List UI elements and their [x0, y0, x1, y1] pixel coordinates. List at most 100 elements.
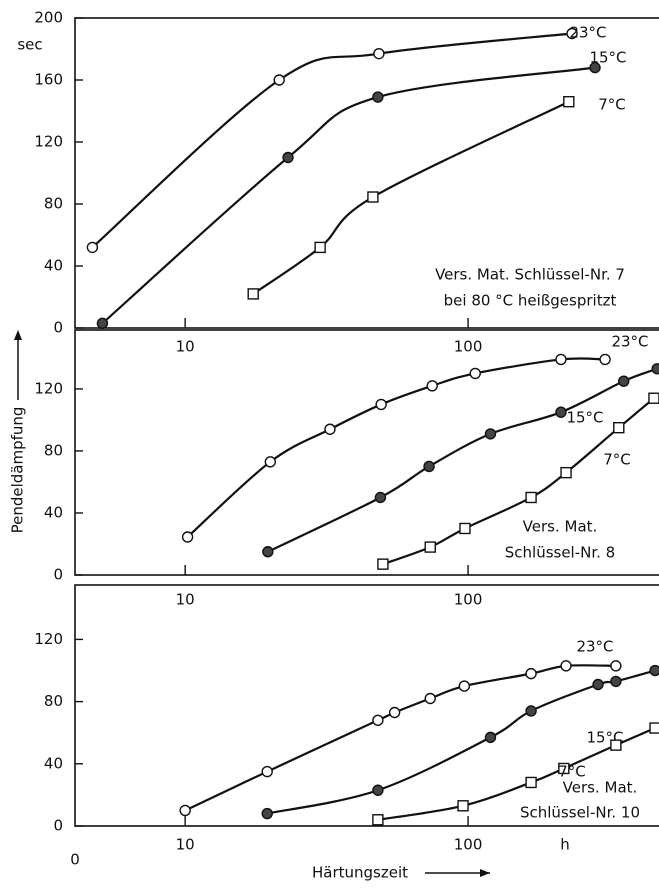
marker — [377, 558, 389, 570]
curve — [186, 357, 606, 538]
marker — [555, 406, 567, 418]
marker — [525, 776, 537, 789]
series-label: 7°C — [603, 451, 631, 469]
annotation: Vers. Mat. — [563, 779, 638, 797]
y-arrow-head — [14, 330, 22, 340]
marker — [560, 660, 572, 672]
marker — [367, 191, 379, 203]
marker — [372, 784, 384, 796]
marker — [558, 762, 570, 775]
marker — [282, 151, 294, 164]
curve — [91, 32, 573, 249]
marker — [374, 491, 387, 504]
y-tick-label: 0 — [53, 817, 63, 835]
y-tick-label: 120 — [34, 379, 63, 397]
marker — [375, 398, 387, 411]
annotation: Vers. Mat. — [523, 518, 598, 536]
annotation: Vers. Mat. Schlüssel-Nr. 7 — [435, 266, 625, 284]
marker — [423, 460, 435, 473]
marker — [589, 61, 601, 74]
y-axis-label: Pendeldämpfung — [9, 407, 27, 534]
x-arrow-head — [480, 869, 490, 877]
marker — [273, 74, 285, 86]
curve — [252, 100, 570, 295]
marker — [592, 678, 604, 691]
marker — [649, 664, 659, 677]
y-tick-label: 80 — [44, 195, 63, 213]
marker — [560, 466, 572, 479]
marker — [372, 714, 384, 726]
marker — [525, 667, 537, 680]
marker — [314, 241, 326, 254]
x-tick-label: 100 — [454, 338, 483, 356]
panel-frame — [74, 329, 659, 576]
marker — [457, 800, 469, 812]
marker — [324, 423, 336, 435]
x-tick-label: 100 — [454, 591, 483, 609]
marker — [566, 27, 578, 40]
marker — [424, 692, 436, 705]
x-tick-label: 10 — [176, 591, 195, 609]
marker — [424, 541, 436, 553]
annotation: bei 80 °C heißgespritzt — [444, 292, 617, 310]
y-tick-label: 200 — [34, 9, 63, 27]
marker — [469, 367, 481, 380]
marker — [96, 317, 109, 330]
y-tick-label: 0 — [53, 319, 63, 337]
x-axis-label: Härtungszeit — [312, 864, 408, 882]
marker — [651, 363, 659, 375]
x-unit-label: h — [560, 836, 570, 854]
marker — [525, 705, 537, 717]
series-label: 7°C — [558, 763, 586, 781]
marker — [610, 675, 622, 688]
marker — [563, 95, 575, 108]
annotation: Schlüssel-Nr. 10 — [520, 804, 640, 822]
series-label: 7°C — [598, 96, 626, 114]
x-tick-label: 10 — [176, 836, 195, 854]
marker — [262, 546, 274, 558]
y-tick-label: 40 — [44, 503, 63, 521]
marker — [426, 380, 438, 392]
y-tick-label: 120 — [34, 630, 63, 648]
y-tick-label: 120 — [34, 133, 63, 151]
marker — [525, 491, 537, 504]
marker — [484, 731, 497, 744]
y-tick-label: 80 — [44, 441, 63, 459]
marker — [610, 660, 622, 672]
panel-frame — [74, 584, 659, 827]
y-unit-label: sec — [17, 36, 42, 54]
marker — [372, 814, 384, 826]
marker — [247, 288, 259, 300]
marker — [484, 428, 497, 440]
marker — [649, 722, 659, 734]
y-tick-label: 40 — [44, 257, 63, 275]
marker — [181, 531, 194, 543]
series-label: 15°C — [566, 409, 603, 427]
panel-frame — [74, 17, 659, 329]
x-origin-label: 0 — [70, 851, 80, 869]
series-label: 23°C — [569, 24, 606, 42]
marker — [458, 680, 471, 692]
marker — [555, 353, 567, 366]
marker — [459, 522, 471, 535]
marker — [599, 353, 611, 366]
annotation: Schlüssel-Nr. 8 — [505, 544, 615, 562]
y-tick-label: 40 — [44, 754, 63, 772]
x-tick-label: 100 — [454, 836, 483, 854]
marker — [648, 392, 659, 404]
marker — [388, 706, 401, 719]
y-tick-label: 0 — [53, 566, 63, 584]
marker — [261, 807, 273, 820]
y-tick-label: 80 — [44, 692, 63, 710]
marker — [179, 804, 191, 817]
marker — [613, 421, 625, 434]
curve — [101, 66, 596, 325]
series-label: 23°C — [611, 333, 648, 351]
marker — [618, 375, 630, 387]
series-label: 23°C — [576, 638, 613, 656]
series-label: 15°C — [589, 49, 626, 67]
marker — [264, 456, 277, 468]
marker — [610, 739, 622, 751]
marker — [372, 91, 384, 103]
